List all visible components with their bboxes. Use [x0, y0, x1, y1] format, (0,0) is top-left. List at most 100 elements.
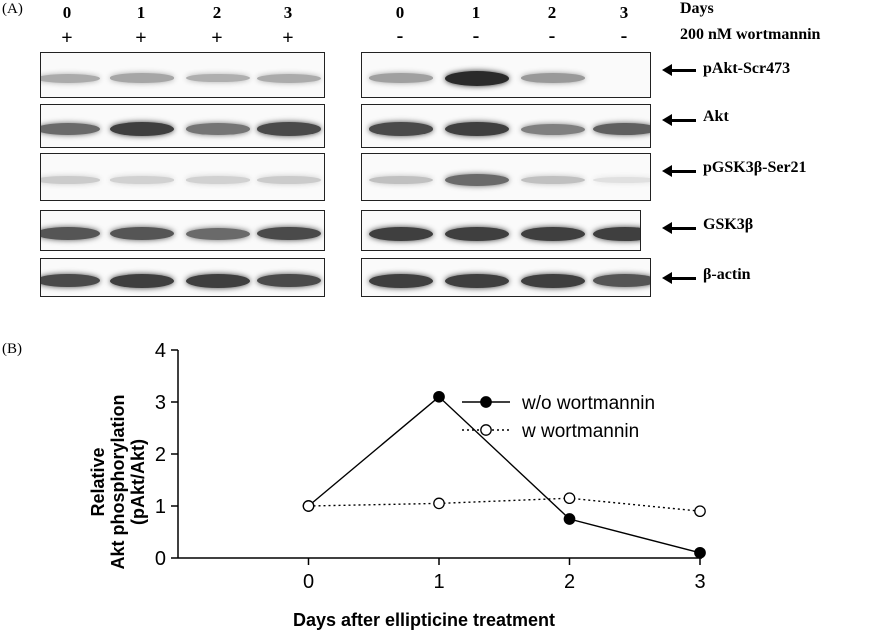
blot-row-1-label: Akt	[703, 108, 729, 125]
series-0-line	[308, 395, 701, 554]
blot-row-3-arrow	[662, 222, 696, 234]
y-tick-label-4: 4	[155, 340, 166, 362]
blot-row-2-left-band-3	[257, 176, 321, 184]
series-0-point-3	[694, 546, 706, 559]
y-axis-label-line2: Akt phosphorylation	[108, 395, 128, 570]
blot-row-0-arrow	[662, 64, 696, 76]
panel-b-label: (B)	[2, 341, 22, 357]
right-lane-2-day: 2	[547, 3, 557, 22]
blot-row-1-left-band-1	[110, 122, 174, 136]
blot-row-3-right	[361, 210, 641, 251]
blot-row-3-left-band-3	[257, 226, 321, 241]
series-0-point-2	[563, 513, 576, 525]
blot-row-2-left-band-0	[41, 176, 100, 184]
blot-row-4-arrow	[662, 272, 696, 284]
legend-0-label: w/o wortmannin	[521, 393, 655, 414]
chart-legend: w/o wortmannin w wortmannin	[462, 393, 655, 442]
y-tick-label-0: 0	[155, 548, 166, 570]
days-header: Days	[680, 0, 714, 17]
blot-row-2-arrow	[662, 165, 696, 177]
right-lane-1-day: 1	[471, 3, 481, 22]
blot-row-4-right-band-2	[521, 273, 585, 288]
blot-row-1-left-band-0	[41, 123, 100, 135]
legend-0-marker	[480, 396, 492, 408]
blot-row-3-label: GSK3β	[703, 216, 754, 233]
blot-row-0-right-band-1	[445, 70, 509, 86]
blot-row-1-arrow	[662, 114, 696, 126]
x-axis-label: Days after ellipticine treatment	[293, 610, 555, 630]
blot-row-3-right-band-3	[593, 226, 640, 241]
blot-row-4-left-band-0	[41, 273, 100, 288]
treatment-header: 200 nM wortmannin	[680, 26, 821, 43]
blot-row-4-label: β-actin	[703, 266, 751, 283]
y-tick-label-3: 3	[155, 392, 166, 414]
y-tick-label-2: 2	[155, 444, 166, 466]
blot-row-4-left-band-3	[257, 273, 321, 288]
right-lane-3-treatment-sign: -	[620, 25, 628, 47]
y-axis-label-line3: (pAkt/Akt)	[128, 439, 148, 525]
blot-row-0-left-band-1	[110, 73, 174, 83]
blot-row-4-left-band-2	[186, 273, 250, 288]
y-tick-label-1: 1	[155, 496, 166, 518]
chart-axes: 0 1 2 3 4 0 1 2 3	[155, 340, 706, 593]
blot-row-3-right-band-1	[445, 226, 509, 241]
blot-row-2-right-band-1	[445, 174, 509, 186]
blot-row-1-left	[40, 104, 325, 148]
blot-row-4-right-band-1	[445, 273, 509, 288]
blot-row-0-left	[40, 52, 325, 98]
blot-row-4-left	[40, 258, 325, 297]
blot-row-1-right-band-2	[521, 123, 585, 135]
blot-row-2-right-band-0	[369, 176, 433, 184]
series-1-point-3	[694, 505, 706, 518]
left-lane-0-day: 0	[62, 3, 72, 22]
left-lane-2-day: 2	[212, 3, 222, 22]
blot-row-2-label: pGSK3β-Ser21	[703, 159, 807, 176]
x-tick-label-1: 1	[433, 571, 444, 593]
right-lane-0-day: 0	[395, 3, 405, 22]
blot-row-1-right	[361, 104, 651, 148]
panel-a-label: (A)	[2, 1, 23, 17]
left-lane-3-day: 3	[283, 3, 293, 22]
left-lane-0-treatment-sign: +	[61, 27, 73, 49]
blot-row-0-right	[361, 52, 651, 98]
right-lane-2-treatment-sign: -	[548, 25, 556, 47]
x-tick-label-2: 2	[564, 571, 575, 593]
blot-row-1-right-band-0	[369, 122, 433, 136]
blot-row-3-right-band-2	[521, 226, 585, 241]
blot-row-3-left-band-2	[186, 227, 250, 240]
blot-row-3-right-band-0	[369, 226, 433, 241]
blot-row-0-right-band-0	[369, 73, 433, 83]
blot-row-0-left-band-3	[257, 73, 321, 83]
series-1-point-0	[302, 500, 315, 512]
left-lane-1-treatment-sign: +	[135, 27, 147, 49]
blot-row-0-right-band-2	[521, 73, 585, 83]
blot-row-4-right-band-3	[593, 274, 650, 287]
blot-row-2-right-band-2	[521, 176, 585, 184]
series-0-point-1	[433, 390, 445, 403]
blot-row-3-left	[40, 210, 325, 251]
blot-row-4-left-band-1	[110, 273, 174, 288]
akt-phosphorylation-chart: 0 1 2 3 4 0 1 2 3 w/o wortmannin w wortmannin Rel…	[88, 340, 706, 630]
y-axis-label-line1: Relative	[88, 447, 108, 516]
blot-row-2-right	[361, 153, 651, 201]
series-1-point-1	[433, 497, 445, 510]
blot-row-4-right	[361, 258, 651, 297]
blot-row-1-left-band-3	[257, 122, 321, 136]
legend-1-label: w wortmannin	[521, 421, 639, 442]
x-tick-label-0: 0	[303, 571, 314, 593]
blot-row-1-left-band-2	[186, 123, 250, 135]
blot-row-1-right-band-3	[593, 122, 650, 136]
blot-row-2-right-band-3	[593, 176, 650, 184]
right-lane-3-day: 3	[619, 3, 629, 22]
blot-row-2-left-band-2	[186, 176, 250, 184]
blot-row-0-left-band-0	[41, 73, 100, 83]
left-lane-1-day: 1	[136, 3, 146, 22]
blot-row-4-right-band-0	[369, 273, 433, 288]
right-lane-0-treatment-sign: -	[396, 25, 404, 47]
chart-series	[302, 390, 706, 559]
blot-row-3-left-band-1	[110, 227, 174, 240]
blot-row-1-right-band-1	[445, 122, 509, 136]
blot-row-3-left-band-0	[41, 227, 100, 240]
left-lane-3-treatment-sign: +	[282, 27, 294, 49]
legend-1-marker	[480, 424, 492, 436]
